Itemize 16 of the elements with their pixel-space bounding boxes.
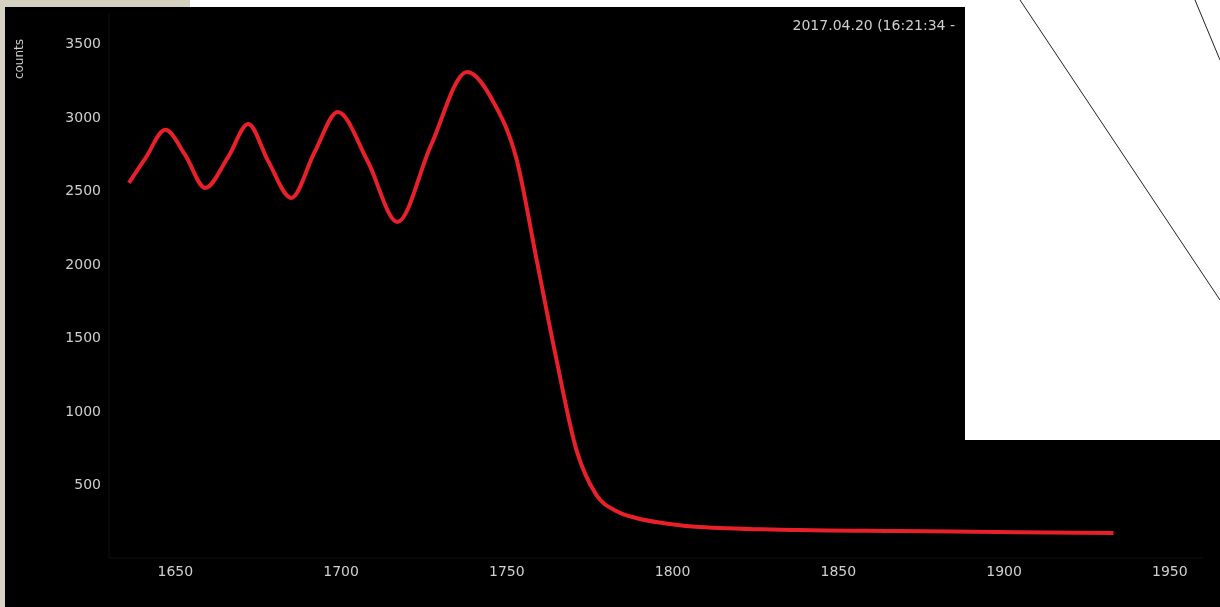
- x-tick-label: 1750: [489, 562, 525, 579]
- x-tick-label: 1850: [820, 562, 857, 579]
- y-tick-label: 2000: [65, 255, 101, 272]
- y-tick-label: 1500: [65, 329, 101, 346]
- y-tick-label: 500: [74, 476, 101, 493]
- x-tick-label: 1800: [654, 562, 691, 579]
- y-tick-label: 1000: [65, 402, 101, 419]
- y-axis-title: counts: [12, 39, 26, 80]
- y-tick-label: 3500: [65, 35, 101, 52]
- x-tick-label: 1650: [157, 562, 194, 579]
- chart-title: 2017.04.20 (16:21:34 -: [792, 17, 955, 33]
- x-tick-label: 1900: [986, 562, 1022, 579]
- x-tick-label: 1700: [323, 562, 359, 579]
- x-tick-label: 1950: [1152, 562, 1188, 579]
- y-tick-label: 2500: [65, 182, 101, 199]
- y-tick-label: 3000: [65, 108, 101, 125]
